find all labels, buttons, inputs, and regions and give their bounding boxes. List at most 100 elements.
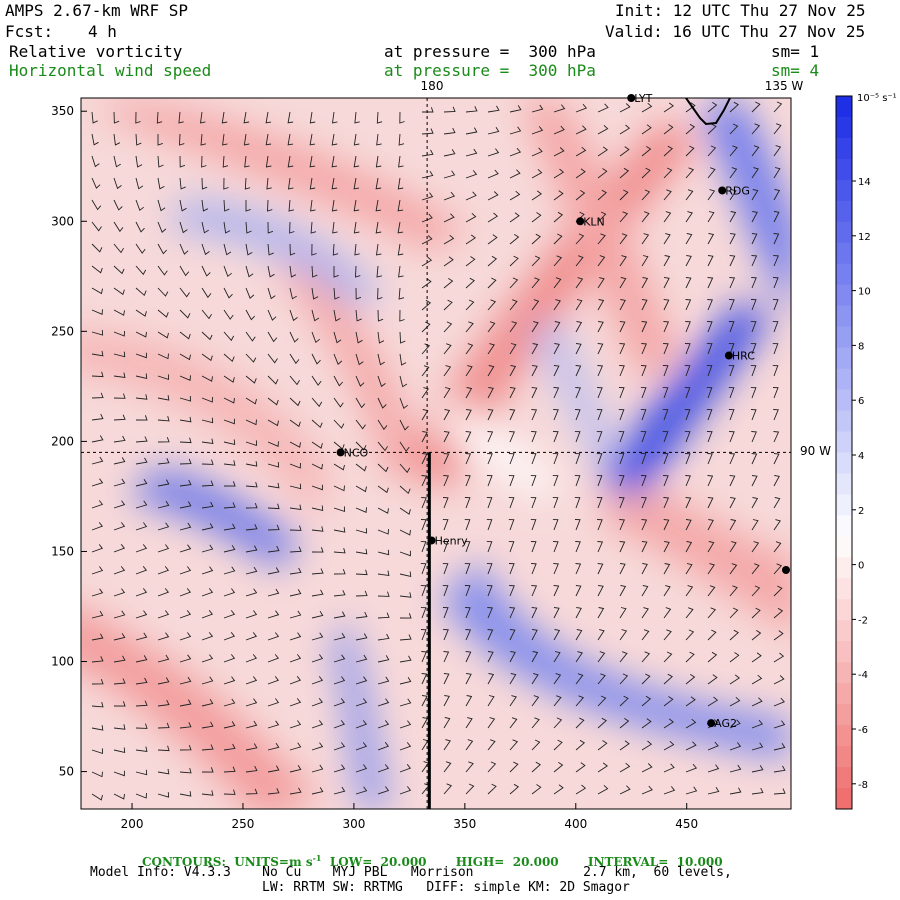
- wind-barb: [179, 458, 192, 465]
- contours-range: LOW= 20.000 HIGH= 20.000 INTERVAL= 10.00…: [321, 855, 723, 869]
- wind-barb: [333, 611, 346, 619]
- wind-barb: [662, 409, 669, 421]
- wind-barb: [443, 673, 450, 685]
- wind-barb: [531, 629, 538, 641]
- wind-barb: [729, 519, 737, 531]
- wind-barb: [663, 189, 672, 201]
- wind-barb: [267, 353, 278, 364]
- wind-barb: [333, 463, 345, 471]
- wind-barb: [773, 409, 779, 421]
- wind-barb: [377, 549, 390, 556]
- wind-barb: [531, 563, 537, 575]
- wind-barb: [377, 528, 389, 535]
- wind-barb: [729, 145, 738, 157]
- wind-barb: [421, 651, 427, 663]
- wind-barb: [553, 277, 562, 289]
- wind-barb: [245, 654, 258, 663]
- wind-barb: [641, 255, 649, 267]
- station-dot: [707, 719, 716, 728]
- wind-barb: [663, 211, 672, 223]
- wind-barb: [443, 409, 451, 421]
- wind-barb: [442, 519, 449, 531]
- wind-barb: [487, 629, 494, 641]
- wind-barb: [685, 786, 698, 795]
- wind-barb: [331, 133, 338, 146]
- wind-barb: [619, 211, 629, 223]
- wind-barb: [331, 199, 338, 212]
- model-info: Model Info: V4.3.3 No Cu MYJ PBL Morriso…: [90, 865, 732, 880]
- wind-barb: [245, 588, 258, 597]
- wind-barb: [289, 525, 302, 531]
- wind-barb: [597, 651, 606, 663]
- wind-barb: [597, 211, 607, 223]
- wind-barb: [113, 177, 122, 190]
- wind-barb: [597, 299, 605, 311]
- wind-barb: [179, 353, 191, 361]
- wind-barb: [531, 607, 538, 619]
- wind-barb: [355, 397, 366, 409]
- wind-barb: [575, 321, 583, 333]
- wind-barb: [509, 212, 520, 223]
- wind-barb: [729, 585, 738, 597]
- wind-barb: [135, 243, 146, 254]
- wind-barb: [287, 155, 294, 168]
- wind-barb: [663, 563, 671, 575]
- wind-barb: [729, 607, 739, 619]
- colorbar-tick-label: -4: [858, 670, 868, 681]
- wind-barb: [772, 277, 779, 289]
- wind-barb: [399, 698, 412, 707]
- wind-barb: [289, 546, 302, 553]
- wind-barb: [575, 190, 586, 201]
- colorbar-step: [836, 515, 852, 537]
- wind-barb: [531, 147, 543, 157]
- wind-barb: [135, 544, 148, 553]
- wind-barb: [311, 243, 317, 256]
- wind-barb: [465, 277, 475, 289]
- y-tick-label: 200: [51, 434, 74, 448]
- wind-barb: [751, 431, 757, 443]
- wind-barb: [772, 387, 779, 399]
- wind-barb: [309, 111, 316, 124]
- wind-barb: [289, 309, 298, 322]
- wind-barb: [508, 519, 515, 531]
- wind-barb: [245, 765, 258, 773]
- wind-barb: [685, 718, 697, 729]
- wind-barb: [244, 177, 251, 190]
- wind-barb: [267, 243, 274, 256]
- wind-barb: [355, 633, 368, 641]
- wind-barb: [663, 763, 675, 773]
- wind-barb: [706, 431, 713, 443]
- wind-barb: [729, 431, 735, 443]
- wind-barb: [333, 568, 346, 575]
- wind-barb: [465, 629, 472, 641]
- wind-barb: [531, 784, 542, 795]
- wind-barb: [113, 655, 126, 663]
- fcst-label: Fcst:: [5, 22, 54, 41]
- colorbar-step: [836, 389, 852, 412]
- wind-barb: [663, 673, 673, 685]
- wind-barb: [619, 563, 626, 575]
- wind-barb: [487, 651, 494, 663]
- wind-barb: [135, 265, 147, 276]
- wind-barb: [289, 610, 302, 619]
- wind-barb: [663, 740, 675, 751]
- wind-barb: [333, 506, 345, 513]
- wind-barb: [487, 277, 497, 289]
- wind-barb: [113, 287, 125, 296]
- wind-barb: [772, 321, 779, 333]
- wind-barb: [707, 123, 717, 135]
- wind-barb: [487, 299, 497, 311]
- wind-barb: [443, 629, 449, 641]
- wind-barb: [773, 630, 784, 641]
- wind-barb: [289, 265, 297, 278]
- wind-barb: [685, 497, 692, 509]
- wind-barb: [91, 748, 103, 755]
- wind-barb: [267, 720, 280, 729]
- wind-barb: [333, 331, 342, 344]
- wind-barb: [685, 102, 696, 113]
- wind-barb: [707, 299, 713, 311]
- wind-barb: [509, 409, 516, 421]
- wind-barb: [772, 343, 779, 355]
- wind-barb: [355, 528, 368, 534]
- wind-barb: [663, 541, 670, 553]
